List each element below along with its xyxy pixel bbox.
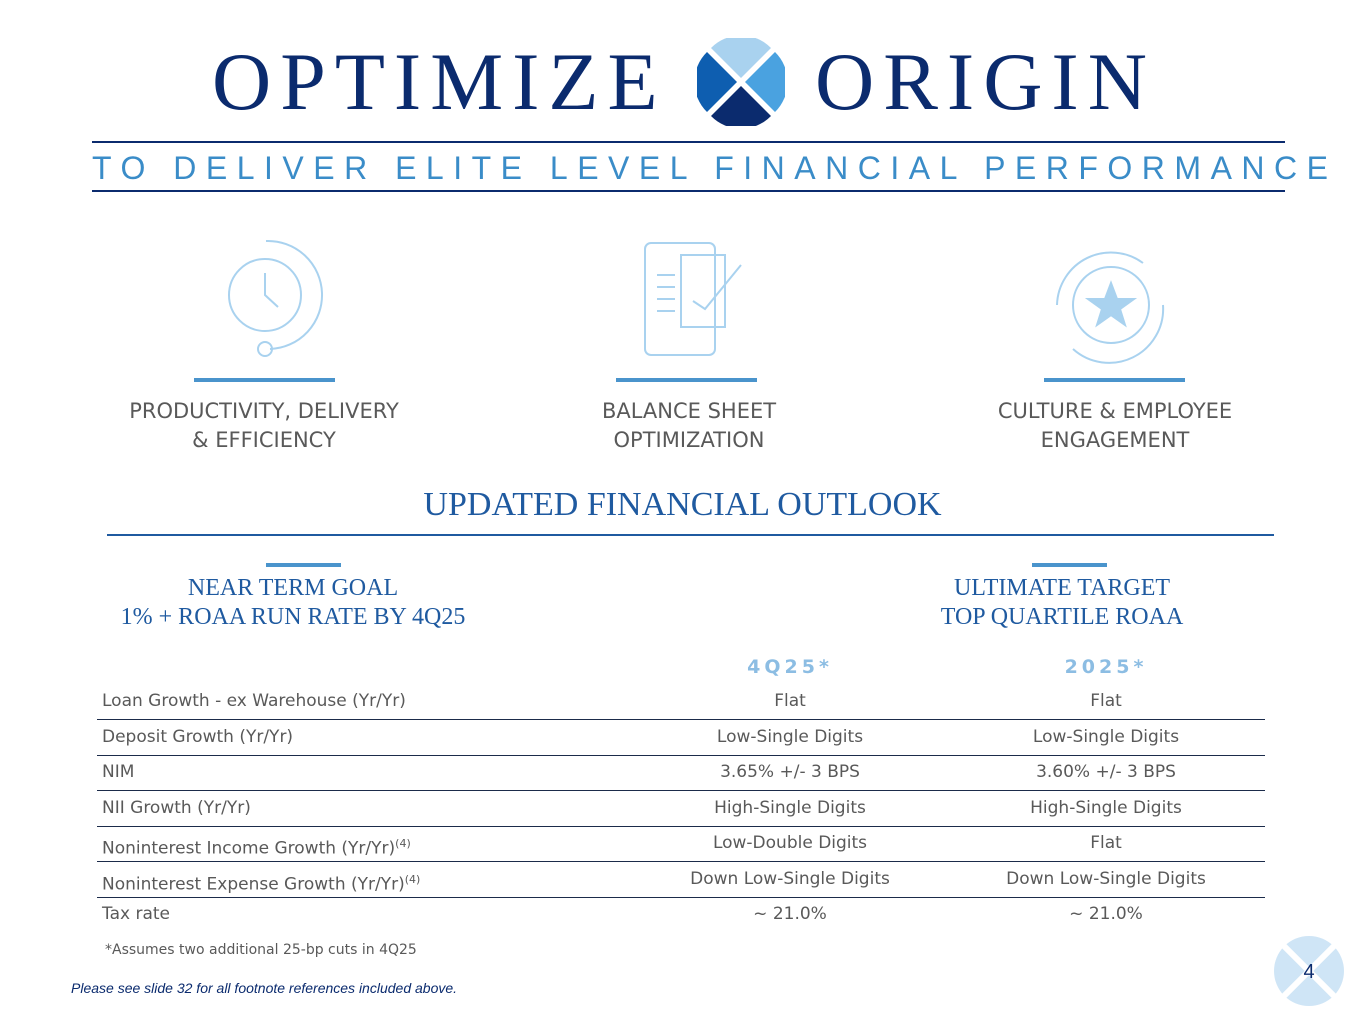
title-right: ORIGIN [815,36,1156,127]
cell-value: Down Low-Single Digits [690,868,890,889]
row-rule [97,754,1265,756]
logo [697,38,785,126]
cell-value: Down Low-Single Digits [1006,868,1206,889]
column-header: 2025* [1064,656,1148,678]
cell-value: High-Single Digits [1030,797,1182,818]
section-title: UPDATED FINANCIAL OUTLOOK [423,486,942,523]
pillar-line: OPTIMIZATION [613,428,765,452]
cell-value: High-Single Digits [714,797,866,818]
row-label: NIM [102,755,134,790]
label-text: Noninterest Income Growth (Yr/Yr) [102,838,396,859]
cell-value: Low-Double Digits [712,833,868,853]
row-label: Deposit Growth (Yr/Yr) [102,720,293,755]
pillar-line: PRODUCTIVITY, DELIVERY [129,399,399,423]
cell-value: 3.65% +/- 3 BPS [720,762,860,782]
label-text: Deposit Growth (Yr/Yr) [102,726,294,747]
cell-value: Flat [1090,833,1122,853]
rule [107,534,1274,536]
row-rule [97,896,1265,898]
row-label: NII Growth (Yr/Yr) [102,791,251,826]
pillar-line: CULTURE & EMPLOYEE [997,399,1233,423]
label-note: (4) [395,837,411,850]
pillar-label: BALANCE SHEET OPTIMIZATION [489,397,889,455]
row-label: Tax rate [102,897,170,932]
pillar-line: ENGAGEMENT [1040,428,1190,452]
label-text: Noninterest Expense Growth (Yr/Yr) [102,874,405,895]
label-text: NIM [102,762,135,782]
subtitle: TO DELIVER ELITE LEVEL FINANCIAL PERFORM… [92,150,1338,186]
accent-bar [1044,378,1185,382]
pillar-line: BALANCE SHEET [601,399,777,423]
label-text: Loan Growth - ex Warehouse (Yr/Yr) [102,691,406,711]
label-text: Tax rate [102,904,170,924]
row-rule [97,790,1265,791]
rule [92,190,1285,192]
column-header: 4Q25* [747,656,833,678]
pillar-label: CULTURE & EMPLOYEE ENGAGEMENT [915,397,1315,455]
goal-line: TOP QUARTILE ROAA [940,604,1184,630]
row-label: Noninterest Income Growth (Yr/Yr)(4) [102,826,411,867]
culture-icon [1056,251,1165,364]
title-left: OPTIMIZE [212,36,667,127]
footnote: *Assumes two additional 25-bp cuts in 4Q… [105,942,417,958]
row-rule [97,719,1265,720]
pillar-label: PRODUCTIVITY, DELIVERY & EFFICIENCY [64,397,464,455]
goal-line: 1% + ROAA RUN RATE BY 4Q25 [120,604,466,630]
cell-value: ~ 21.0% [753,904,827,924]
goal: ULTIMATE TARGET TOP QUARTILE ROAA [812,574,1312,632]
cell-value: Flat [774,691,806,711]
page-number: 4 [1303,961,1314,983]
row-label: Loan Growth - ex Warehouse (Yr/Yr) [102,684,406,719]
document-icon [644,242,742,356]
label-note: (4) [404,872,421,886]
cell-value: 3.60% +/- 3 BPS [1036,762,1176,782]
accent-bar [1032,563,1107,567]
row-label: Noninterest Expense Growth (Yr/Yr)(4) [102,862,420,903]
cell-value: ~ 21.0% [1069,904,1143,924]
disclaimer: Please see slide 32 for all footnote ref… [71,980,458,996]
accent-bar [266,563,341,567]
pillar-line: & EFFICIENCY [192,428,336,452]
goal: NEAR TERM GOAL 1% + ROAA RUN RATE BY 4Q25 [43,574,543,632]
label-text: NII Growth (Yr/Yr) [102,797,251,818]
row-rule [97,825,1265,827]
accent-bar [616,378,757,382]
goal-line: ULTIMATE TARGET [953,575,1171,601]
rule [92,141,1285,143]
cell-value: Low-Single Digits [716,726,864,747]
page-badge: 4 [1274,936,1344,1006]
row-rule [97,861,1265,862]
goal-line: NEAR TERM GOAL [187,575,399,601]
cell-value: Flat [1090,691,1122,711]
cell-value: Low-Single Digits [1032,726,1180,747]
clock-icon [228,239,323,357]
accent-bar [194,378,335,382]
